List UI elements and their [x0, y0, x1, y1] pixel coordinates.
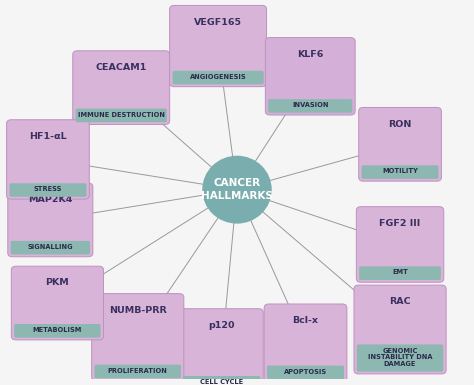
FancyBboxPatch shape — [10, 241, 90, 254]
Text: METABOLISM: METABOLISM — [33, 327, 82, 333]
Text: NUMB-PRR: NUMB-PRR — [109, 306, 167, 315]
Text: MAP2K4: MAP2K4 — [28, 195, 73, 204]
Text: p120: p120 — [209, 321, 235, 330]
Text: PKM: PKM — [46, 278, 69, 287]
FancyBboxPatch shape — [8, 183, 93, 257]
Text: ANGIOGENESIS: ANGIOGENESIS — [190, 74, 246, 80]
Text: KLF6: KLF6 — [297, 50, 323, 59]
FancyBboxPatch shape — [357, 345, 443, 372]
FancyBboxPatch shape — [356, 207, 444, 282]
FancyBboxPatch shape — [359, 107, 441, 181]
Text: GENOMIC
INSTABILITY DNA
DAMAGE: GENOMIC INSTABILITY DNA DAMAGE — [368, 348, 432, 367]
Text: EMT: EMT — [392, 270, 408, 275]
FancyBboxPatch shape — [359, 266, 441, 280]
Text: SIGNALLING: SIGNALLING — [27, 244, 73, 250]
Text: RON: RON — [388, 120, 412, 129]
Text: IMMUNE DESTRUCTION: IMMUNE DESTRUCTION — [78, 112, 164, 118]
FancyBboxPatch shape — [268, 99, 352, 113]
FancyBboxPatch shape — [183, 376, 260, 385]
Text: CANCER
HALLMARKS: CANCER HALLMARKS — [201, 179, 273, 201]
Text: INVASION: INVASION — [292, 102, 328, 108]
FancyBboxPatch shape — [181, 309, 263, 385]
FancyBboxPatch shape — [362, 165, 438, 179]
FancyBboxPatch shape — [76, 109, 167, 122]
FancyBboxPatch shape — [264, 304, 347, 382]
Text: STRESS: STRESS — [34, 186, 62, 192]
Text: Bcl-x: Bcl-x — [292, 316, 319, 325]
Ellipse shape — [203, 156, 271, 223]
FancyBboxPatch shape — [267, 366, 344, 379]
FancyBboxPatch shape — [94, 365, 181, 378]
Text: APOPTOSIS: APOPTOSIS — [284, 369, 327, 375]
FancyBboxPatch shape — [9, 183, 86, 197]
FancyBboxPatch shape — [173, 71, 264, 84]
Text: RAC: RAC — [389, 297, 411, 306]
FancyBboxPatch shape — [91, 294, 184, 380]
Text: CEACAM1: CEACAM1 — [96, 63, 147, 72]
FancyBboxPatch shape — [170, 5, 266, 87]
FancyBboxPatch shape — [73, 51, 170, 124]
FancyBboxPatch shape — [354, 285, 446, 374]
FancyBboxPatch shape — [14, 324, 100, 338]
Text: FGF2 III: FGF2 III — [379, 219, 421, 228]
Text: VEGF165: VEGF165 — [194, 17, 242, 27]
Text: MOTILITY: MOTILITY — [382, 168, 418, 174]
Text: PROLIFERATION: PROLIFERATION — [108, 368, 168, 374]
FancyBboxPatch shape — [11, 266, 103, 340]
Text: CELL CYCLE: CELL CYCLE — [201, 379, 244, 385]
Text: HF1-αL: HF1-αL — [29, 132, 67, 141]
FancyBboxPatch shape — [265, 38, 355, 115]
FancyBboxPatch shape — [7, 120, 89, 199]
